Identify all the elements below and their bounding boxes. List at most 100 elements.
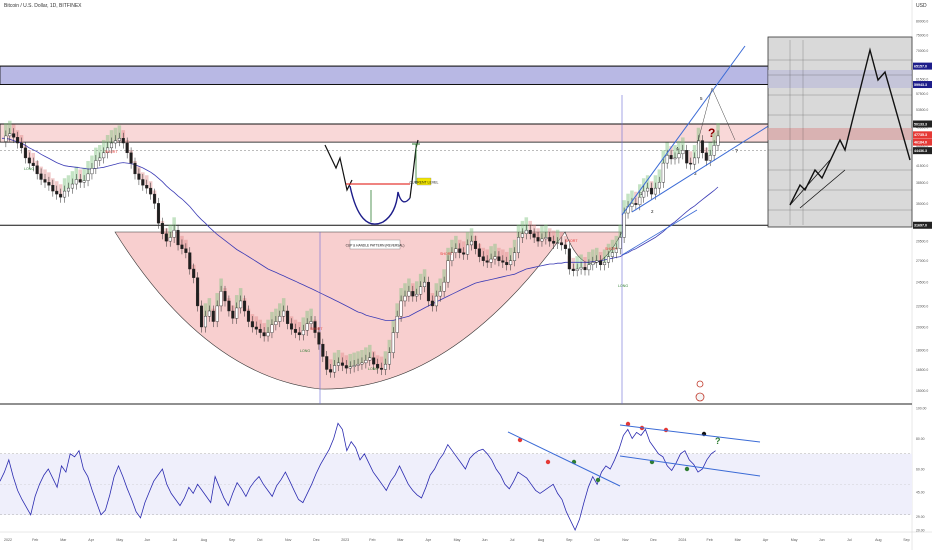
candle-body <box>595 260 599 263</box>
candle-body <box>239 300 243 309</box>
channel-mid-line <box>621 209 698 256</box>
rsi-question-mark: ? <box>715 436 721 446</box>
candle-body <box>536 237 540 242</box>
candle-body <box>650 187 654 195</box>
price-label-text: 47735.3 <box>914 133 927 137</box>
candle-body <box>180 244 184 249</box>
candle-body <box>164 233 168 242</box>
candle-body <box>39 173 43 180</box>
time-tick-label: Nov <box>622 538 629 542</box>
candle-body <box>200 305 204 328</box>
candle-body <box>571 268 575 271</box>
wave-label: ? <box>735 149 738 155</box>
price-tick-label: 20000.0 <box>916 325 928 329</box>
price-tick-label: 35000.0 <box>916 202 928 206</box>
candle-body <box>673 157 677 160</box>
candle-body <box>172 229 176 238</box>
candle-body <box>513 252 517 261</box>
candle-body <box>55 190 59 195</box>
symbol-title: Bitcoin / U.S. Dollar, 1D, BITFINEX <box>4 3 82 9</box>
candle-body <box>430 300 434 307</box>
candle-body <box>419 286 423 295</box>
candle-body <box>368 357 372 361</box>
candle-body <box>188 252 192 270</box>
candle-body <box>426 281 430 302</box>
candle-body <box>125 142 129 154</box>
candle-body <box>489 258 493 263</box>
candle-body <box>98 157 102 161</box>
candles-layer: LONG SHORT LONG SHORT LONG SHORT SHORT LONG SHOR… <box>4 96 738 378</box>
candle-body <box>110 142 114 149</box>
price-tick-label: 75000.0 <box>916 34 928 38</box>
time-tick-label: Oct <box>257 538 263 542</box>
candle-body <box>117 138 121 141</box>
wave-label: 3 <box>694 171 697 176</box>
zones-layer <box>0 65 913 143</box>
time-tick-label: Nov <box>285 538 292 542</box>
candle-body <box>297 332 301 336</box>
candle-body <box>27 157 31 164</box>
wave-label: 1 <box>640 191 643 196</box>
candle-body <box>450 252 454 261</box>
candle-body <box>610 252 614 257</box>
candle-body <box>485 260 489 263</box>
price-label-box <box>913 221 932 229</box>
currency-label: USD <box>916 3 927 9</box>
time-tick-label: Aug <box>875 538 881 542</box>
price-tick-label: 70000.0 <box>916 49 928 53</box>
candle-body <box>556 242 560 244</box>
candle-body <box>243 300 247 312</box>
candle-body <box>352 365 356 367</box>
time-tick-label: Apr <box>763 538 769 542</box>
candle-body <box>540 238 544 242</box>
candle-body <box>133 162 137 175</box>
time-tick-label: Dec <box>650 538 657 542</box>
inset-label: CURRENT LEVEL <box>410 181 439 185</box>
candle-body <box>293 328 297 333</box>
candle-body <box>86 173 90 181</box>
candle-body <box>63 190 67 198</box>
candle-body <box>532 233 536 238</box>
candle-body <box>407 291 411 297</box>
price-tick-label: 41500.0 <box>916 164 928 168</box>
candle-body <box>106 147 110 154</box>
candle-body <box>669 155 673 160</box>
rsi-pane: 100.00 80.00 60.00 45.00 29.00 20.00 <box>0 407 926 533</box>
candle-body <box>149 187 153 195</box>
candle-body <box>716 135 720 146</box>
candle-body <box>552 240 556 244</box>
cup-pattern-shape <box>114 231 623 390</box>
candle-body <box>113 140 117 144</box>
candle-body <box>160 222 164 234</box>
candle-body <box>129 152 133 164</box>
candle-body <box>599 260 603 266</box>
candle-body <box>219 291 223 307</box>
time-tick-label: 2022 <box>4 538 12 542</box>
rsi-lower-channel <box>619 455 761 477</box>
signal-label: SHORT <box>565 239 578 243</box>
candle-body <box>497 256 501 261</box>
candle-body <box>693 157 697 165</box>
time-tick-label: Mar <box>397 538 404 542</box>
levels-layer <box>0 65 912 226</box>
candle-body <box>458 248 462 253</box>
candle-body <box>399 300 403 317</box>
time-tick-label: Mar <box>735 538 742 542</box>
candle-body <box>282 310 286 317</box>
candle-body <box>192 268 196 278</box>
time-tick-label: Aug <box>538 538 544 542</box>
signal-label: LONG <box>618 284 628 288</box>
candle-body <box>376 363 380 369</box>
stickers <box>695 380 705 402</box>
candle-body <box>321 343 325 357</box>
candle-body <box>712 145 716 156</box>
candle-body <box>176 229 180 246</box>
price-label-box <box>913 131 932 139</box>
candle-body <box>94 160 98 169</box>
time-tick-label: Apr <box>426 538 432 542</box>
channel-lower-line <box>631 124 771 213</box>
time-tick-label: Jul <box>510 538 515 542</box>
candle-body <box>685 150 689 164</box>
